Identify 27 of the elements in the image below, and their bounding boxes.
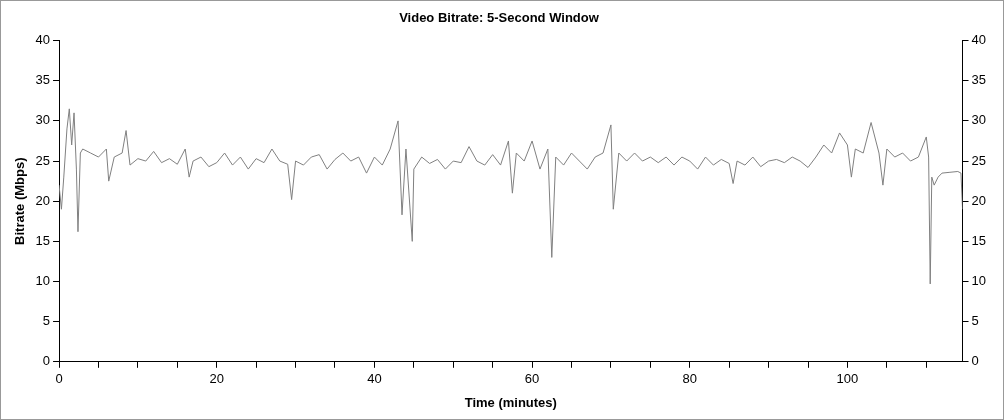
x-axis-title: Time (minutes) <box>464 394 557 410</box>
y-tick-label: 5 <box>42 313 51 329</box>
y-tick-label: 0 <box>42 353 51 369</box>
x-tick-label: 100 <box>836 371 859 387</box>
y2-tick-label: 30 <box>971 112 987 128</box>
x-tick-label: 0 <box>55 371 63 387</box>
y-tick-label: 35 <box>35 72 51 88</box>
x-tick-label: 80 <box>682 371 697 387</box>
y-tick-label: 20 <box>35 192 51 208</box>
y-axis-title: Bitrate (Mbps) <box>12 157 28 245</box>
y2-tick-label: 20 <box>971 192 987 208</box>
y2-tick-label: 35 <box>971 72 987 88</box>
chart-title: Video Bitrate: 5-Second Window <box>399 10 600 26</box>
y2-tick-label: 25 <box>971 152 987 168</box>
x-tick-label: 60 <box>524 371 540 387</box>
y-tick-label: 15 <box>35 232 51 248</box>
y-tick-label: 40 <box>35 32 51 48</box>
x-tick-label: 40 <box>367 371 382 387</box>
y2-tick-label: 0 <box>971 353 979 369</box>
x-tick-label: 20 <box>209 371 224 387</box>
y2-tick-label: 15 <box>971 232 987 248</box>
y2-tick-label: 5 <box>971 313 979 329</box>
y-tick-label: 25 <box>35 152 51 168</box>
y2-tick-label: 10 <box>971 273 987 289</box>
y-tick-label: 10 <box>35 273 51 289</box>
y2-tick-label: 40 <box>971 32 987 48</box>
y-tick-label: 30 <box>35 112 51 128</box>
